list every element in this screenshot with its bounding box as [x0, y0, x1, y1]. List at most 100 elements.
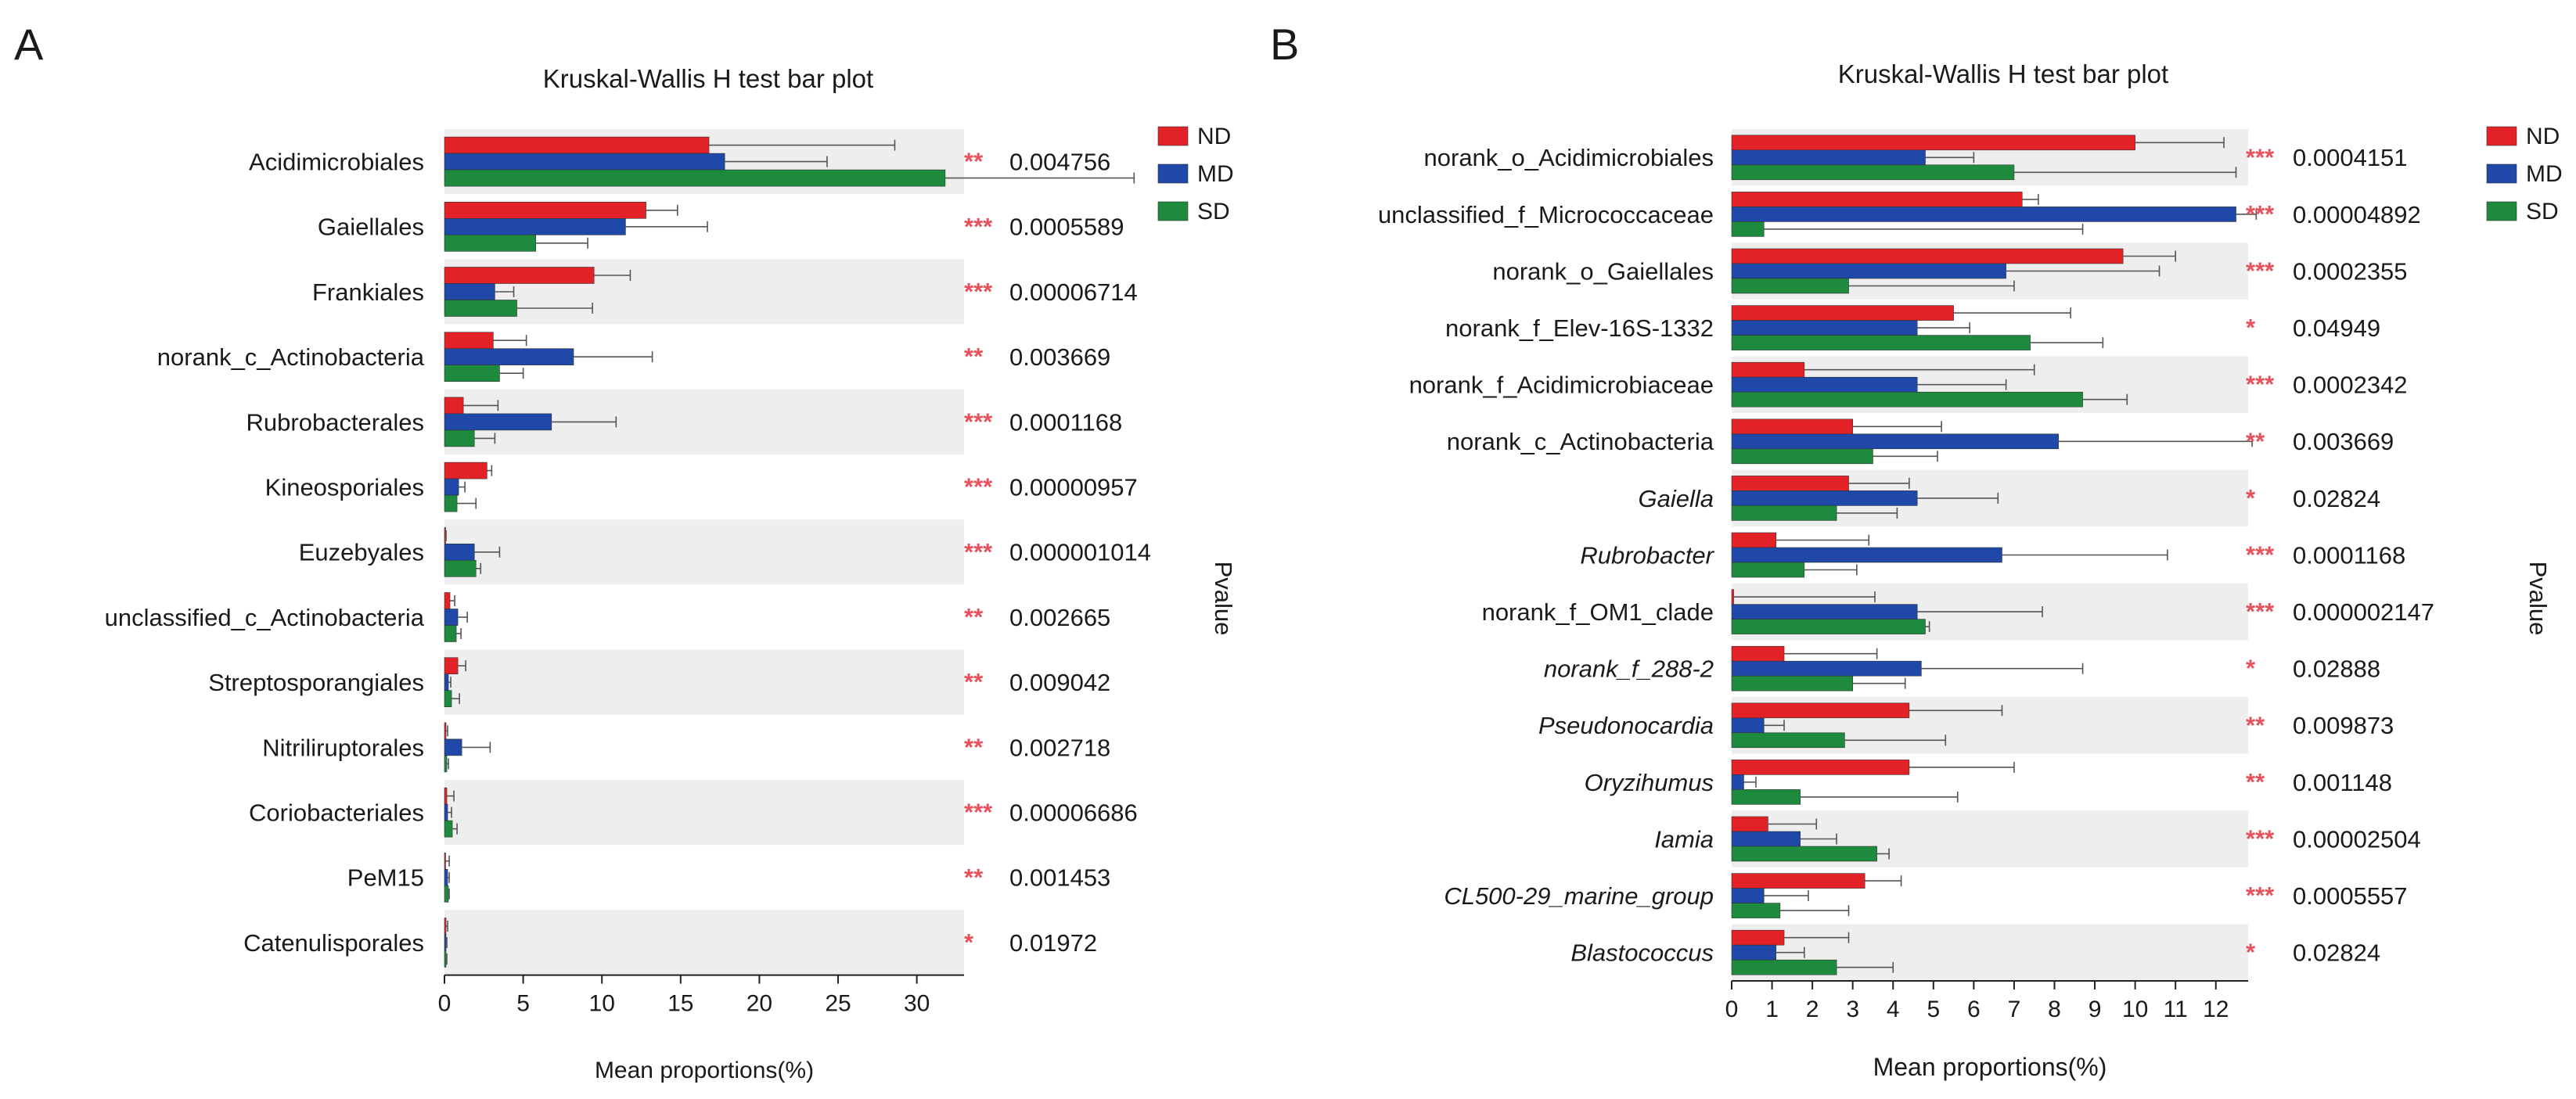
legend-swatch-md	[2486, 163, 2517, 184]
chart-title: Kruskal-Wallis H test bar plot	[543, 64, 873, 93]
legend-swatch-nd	[2486, 126, 2517, 146]
row-stripe	[444, 910, 964, 975]
x-tick-label: 1	[1765, 997, 1779, 1022]
bar-md	[1731, 207, 2236, 222]
bar-md	[444, 543, 475, 561]
bar-nd	[1731, 760, 1910, 775]
category-label: norank_f_OM1_clade	[1482, 598, 1714, 626]
significance-stars: ***	[964, 408, 993, 435]
bar-sd	[1731, 278, 1849, 294]
category-label: unclassified_f_Micrococcaceae	[1378, 201, 1714, 228]
legend-label-md: MD	[2526, 161, 2563, 187]
p-value: 0.00006714	[1009, 278, 1138, 306]
bar-nd	[444, 592, 451, 609]
bar-sd	[444, 625, 457, 642]
p-value: 0.002718	[1009, 734, 1110, 761]
x-tick-label: 4	[1887, 997, 1900, 1022]
p-value: 0.0004151	[2293, 144, 2408, 171]
bar-md	[1731, 547, 2002, 563]
significance-stars: ***	[964, 538, 993, 566]
x-axis-label: Mean proportions(%)	[595, 1058, 814, 1083]
category-label: Iamia	[1654, 825, 1714, 853]
x-tick-label: 30	[904, 991, 930, 1017]
bar-md	[444, 283, 495, 300]
bar-md	[1731, 604, 1918, 620]
category-label: norank_c_Actinobacteria	[1447, 428, 1714, 455]
bar-sd	[1731, 846, 1877, 862]
x-tick-label: 8	[2048, 997, 2061, 1022]
bar-nd	[444, 201, 646, 219]
significance-stars: *	[964, 928, 974, 956]
x-tick-label: 3	[1846, 997, 1859, 1022]
bar-sd	[1731, 448, 1873, 465]
significance-stars: ***	[2246, 371, 2275, 398]
legend-swatch-sd	[1157, 201, 1189, 221]
bar-md	[1731, 149, 1926, 166]
category-label: Oryzihumus	[1585, 769, 1714, 796]
category-label: norank_c_Actinobacteria	[157, 343, 425, 371]
panel-letter: B	[1270, 20, 1299, 69]
category-label: norank_o_Gaiellales	[1492, 257, 1714, 285]
bar-sd	[1731, 335, 2031, 350]
bar-md	[1731, 944, 1777, 961]
significance-stars: ***	[2246, 541, 2275, 569]
x-tick-label: 10	[2122, 997, 2148, 1022]
p-value: 0.002665	[1009, 604, 1110, 631]
p-value: 0.02824	[2293, 939, 2380, 967]
p-value: 0.001453	[1009, 864, 1110, 892]
legend-swatch-sd	[2486, 201, 2517, 221]
significance-stars: **	[964, 733, 984, 760]
significance-stars: ***	[964, 473, 993, 501]
bar-nd	[1731, 361, 1805, 378]
pvalue-axis-label: Pvalue	[1210, 562, 1237, 636]
significance-stars: **	[964, 668, 984, 695]
category-label: Kineosporiales	[265, 473, 424, 501]
bar-md	[444, 673, 449, 691]
p-value: 0.000002147	[2293, 598, 2434, 626]
legend-swatch-nd	[1157, 126, 1189, 146]
x-tick-label: 12	[2203, 997, 2229, 1022]
bar-sd	[1731, 903, 1781, 918]
bar-sd	[1731, 675, 1853, 691]
category-label: norank_f_288-2	[1544, 655, 1714, 683]
bar-sd	[444, 429, 475, 447]
legend-label-nd: ND	[1197, 124, 1231, 149]
bar-sd	[444, 300, 517, 317]
category-label: Blastococcus	[1570, 939, 1714, 967]
x-tick-label: 0	[1725, 997, 1739, 1022]
legend-label-md: MD	[1197, 161, 1234, 187]
p-value: 0.001148	[2293, 769, 2392, 796]
bar-nd	[1731, 305, 1954, 321]
x-tick-label: 11	[2164, 997, 2188, 1022]
row-stripe	[444, 519, 964, 585]
significance-stars: ***	[2246, 882, 2275, 909]
bar-sd	[1731, 505, 1837, 521]
significance-stars: ***	[2246, 598, 2275, 625]
bar-sd	[1731, 959, 1837, 975]
category-label: Coriobacteriales	[249, 799, 424, 826]
bar-sd	[1731, 221, 1765, 237]
bar-sd	[444, 690, 452, 708]
significance-stars: ***	[964, 799, 993, 826]
x-tick-label: 2	[1806, 997, 1819, 1022]
bar-md	[1731, 831, 1801, 847]
p-value: 0.009042	[1009, 669, 1110, 696]
bar-md	[1731, 774, 1744, 790]
bar-md	[1731, 376, 1918, 393]
p-value: 0.000001014	[1009, 539, 1151, 566]
legend-label-sd: SD	[2526, 199, 2559, 224]
bar-nd	[1731, 135, 2135, 151]
bar-md	[444, 738, 462, 756]
bar-nd	[1731, 816, 1768, 832]
panel-letter: A	[14, 20, 44, 69]
bar-nd	[1731, 192, 2023, 207]
panel-a: A Kruskal-Wallis H test bar plot Acidimicr…	[14, 20, 1237, 1083]
bar-sd	[444, 559, 477, 577]
bar-sd	[444, 365, 500, 382]
p-value: 0.0005589	[1009, 214, 1124, 241]
bar-md	[1731, 433, 2059, 450]
category-label: CL500-29_marine_group	[1444, 882, 1714, 910]
significance-stars: ***	[964, 278, 993, 305]
x-tick-label: 7	[2008, 997, 2021, 1022]
